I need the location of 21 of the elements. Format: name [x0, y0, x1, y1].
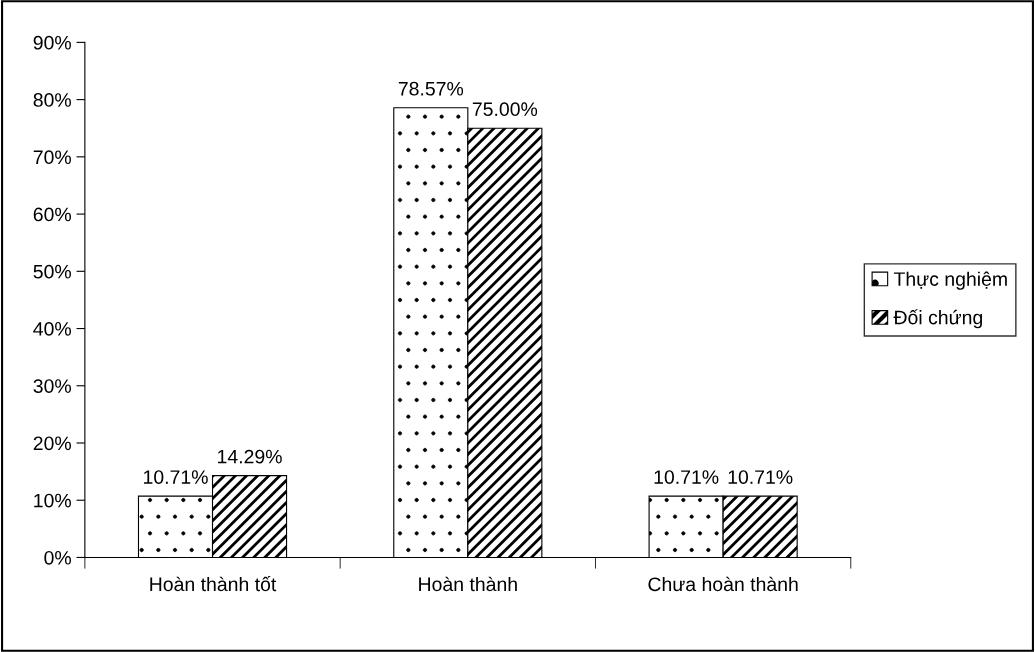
- data-label: 10.71%: [144, 470, 208, 484]
- y-tick-label: 30%: [33, 379, 71, 393]
- text: Đối chứng: [893, 309, 982, 329]
- y-tick-label: 0%: [44, 550, 71, 565]
- data-label: 75.00%: [472, 102, 538, 117]
- y-tick-label: 10%: [34, 493, 71, 508]
- data-label: 10.71%: [728, 470, 793, 484]
- y-tick-label: 80%: [33, 93, 71, 107]
- data-label: 10.71%: [654, 470, 719, 484]
- y-tick-label: 60%: [33, 207, 71, 222]
- text: Thực nghiệm: [893, 271, 1007, 290]
- data-label: 78.57%: [398, 81, 464, 96]
- y-tick-label: 20%: [33, 436, 71, 451]
- y-tick-label: 50%: [33, 264, 71, 279]
- y-tick-label: 40%: [33, 322, 71, 336]
- y-tick-label: 90%: [33, 35, 71, 50]
- x-tick-label: Hoàn thành: [419, 576, 517, 592]
- y-tick-label: 70%: [33, 150, 71, 165]
- x-tick-label: Hoàn thành tốt: [150, 576, 277, 592]
- data-label: 14.29%: [218, 449, 282, 464]
- x-tick-label: Chưa hoàn thành: [648, 576, 798, 592]
